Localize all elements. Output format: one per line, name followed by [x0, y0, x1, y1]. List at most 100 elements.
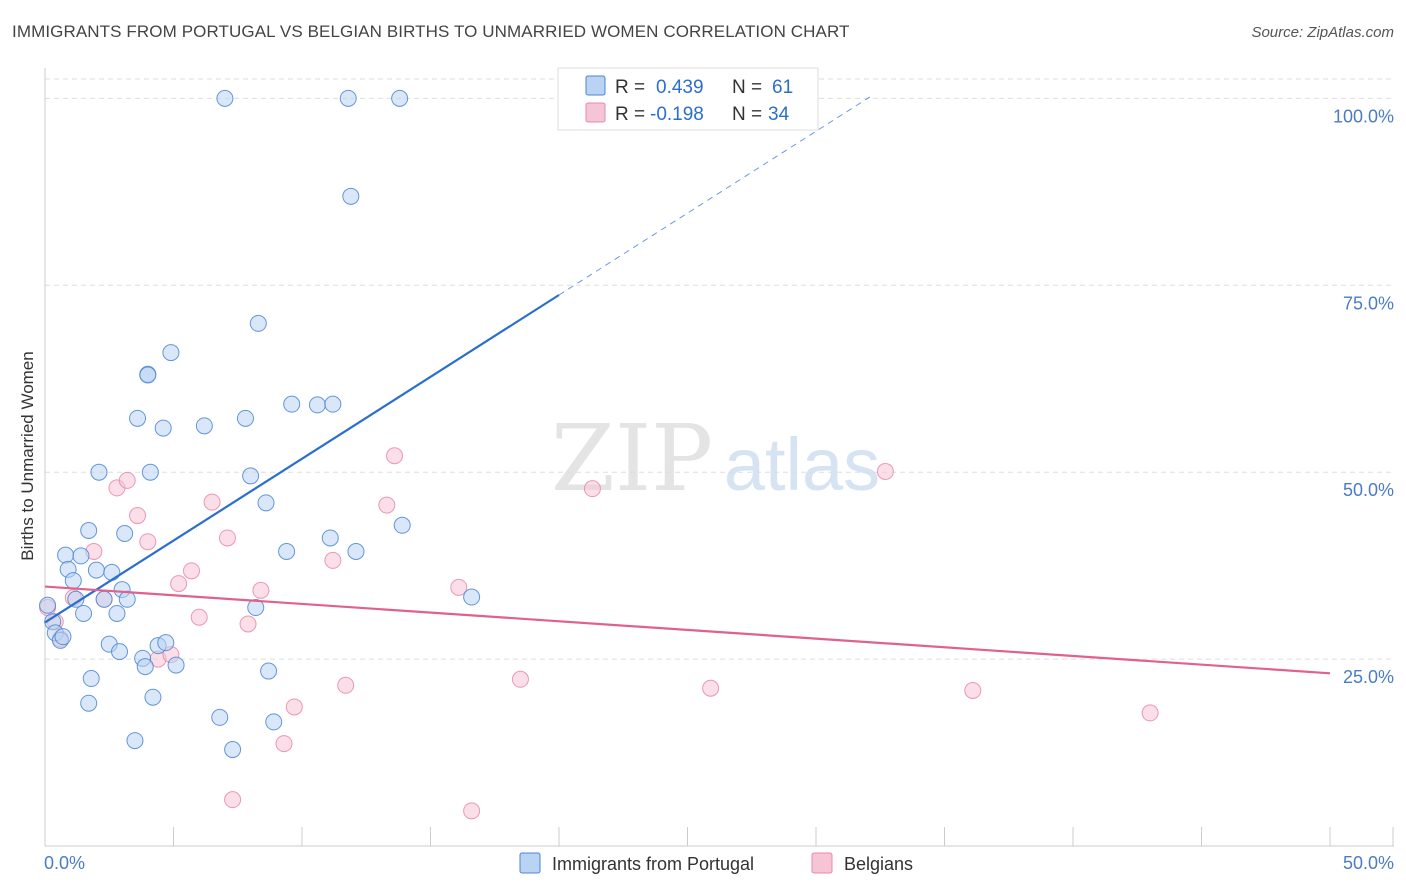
- watermark: ZIP atlas: [551, 405, 880, 512]
- belgians-point-26: [450, 578, 468, 596]
- portugal-point-29: [139, 366, 157, 384]
- legend: R = 0.439 N = 61 R = -0.198 N = 34: [557, 67, 819, 131]
- portugal-point-37: [195, 417, 213, 435]
- y-axis-label: Births to Unmarried Women: [18, 351, 37, 560]
- portugal-point-40: [224, 741, 242, 759]
- bottom-legend-label-portugal: Immigrants from Portugal: [552, 854, 754, 874]
- portugal-point-23: [118, 590, 136, 608]
- legend-n-label-2: N =: [732, 104, 762, 125]
- portugal-point-4: [54, 628, 72, 646]
- portugal-point-22: [116, 524, 134, 542]
- portugal-point-31: [144, 688, 162, 706]
- watermark-atlas: atlas: [724, 423, 880, 506]
- belgians-point-19: [252, 581, 270, 599]
- trend-lines: [44, 96, 1331, 675]
- portugal-point-27: [136, 658, 154, 676]
- y-tick-label-1: 75.0%: [1343, 293, 1394, 313]
- bottom-legend-swatch-belgians: [811, 852, 833, 874]
- portugal-point-47: [265, 713, 283, 731]
- portugal-point-20: [111, 643, 129, 661]
- belgians-trend-line: [44, 585, 1331, 675]
- belgians-point-12: [170, 575, 188, 593]
- portugal-point-42: [242, 467, 260, 485]
- y-tick-label-2: 50.0%: [1343, 480, 1394, 500]
- portugal-point-13: [80, 694, 98, 712]
- belgians-point-30: [702, 679, 720, 697]
- portugal-point-49: [283, 395, 301, 413]
- portugal-point-15: [90, 463, 108, 481]
- belgians-point-32: [964, 681, 982, 699]
- portugal-point-18: [103, 563, 121, 581]
- legend-n-value-1: 61: [772, 77, 793, 98]
- x-tick-label-min: 0.0%: [44, 853, 85, 873]
- legend-r-label-2: R =: [615, 104, 645, 125]
- portugal-point-7: [64, 572, 82, 590]
- legend-r-value-1: 0.439: [656, 77, 704, 98]
- portugal-point-38: [211, 708, 229, 726]
- portugal-point-24: [126, 732, 144, 750]
- portugal-point-36: [167, 656, 185, 674]
- axis-ticks: 100.0% 75.0% 50.0% 25.0%: [44, 106, 1394, 846]
- legend-swatch-belgians: [585, 102, 606, 123]
- belgians-point-24: [378, 496, 396, 514]
- bottom-legend-label-belgians: Belgians: [844, 854, 913, 874]
- legend-r-value-2: -0.198: [650, 104, 704, 125]
- portugal-point-52: [321, 529, 339, 547]
- portugal-point-58: [463, 588, 481, 606]
- legend-r-label-1: R =: [615, 77, 645, 98]
- belgians-point-9: [139, 533, 157, 551]
- portugal-point-33: [154, 419, 172, 437]
- portugal-point-46: [260, 662, 278, 680]
- grid-lines: [45, 78, 1394, 660]
- belgians-point-17: [224, 791, 242, 809]
- portugal-point-35: [162, 344, 180, 362]
- belgians-point-25: [386, 447, 404, 465]
- belgians-point-33: [1141, 704, 1159, 722]
- portugal-point-54: [342, 187, 360, 205]
- belgians-point-21: [285, 698, 303, 716]
- portugal-point-19: [108, 604, 126, 622]
- portugal-point-44: [249, 314, 267, 332]
- portugal-point-45: [257, 494, 275, 512]
- y-tick-label-3: 25.0%: [1343, 667, 1394, 687]
- portugal-point-41: [236, 409, 254, 427]
- belgians-point-15: [203, 493, 221, 511]
- bottom-legend-swatch-portugal: [519, 852, 541, 874]
- chart-title: IMMIGRANTS FROM PORTUGAL VS BELGIAN BIRT…: [12, 22, 850, 41]
- belgians-point-13: [182, 562, 200, 580]
- bottom-legend: Immigrants from Portugal Belgians: [519, 852, 913, 874]
- belgians-point-22: [324, 551, 342, 569]
- axes: [44, 68, 1394, 847]
- legend-n-label-1: N =: [732, 77, 762, 98]
- belgians-point-16: [218, 529, 236, 547]
- x-tick-label-max: 50.0%: [1343, 853, 1394, 873]
- portugal-trend-line: [44, 294, 560, 624]
- portugal-point-5: [57, 546, 75, 564]
- portugal-point-55: [347, 542, 365, 560]
- belgians-point-20: [275, 735, 293, 753]
- portugal-point-25: [129, 409, 147, 427]
- belgians-point-31: [876, 462, 894, 480]
- belgians-point-8: [129, 507, 147, 525]
- portugal-point-9: [72, 547, 90, 565]
- belgians-point-14: [190, 608, 208, 626]
- portugal-point-50: [308, 396, 326, 414]
- portugal-point-8: [67, 590, 85, 608]
- belgians-point-27: [463, 802, 481, 820]
- belgians-point-7: [118, 471, 136, 489]
- y-tick-label-0: 100.0%: [1333, 106, 1394, 126]
- portugal-point-56: [393, 516, 411, 534]
- portugal-point-10: [75, 604, 93, 622]
- legend-swatch-portugal: [585, 75, 606, 96]
- portugal-point-39: [216, 89, 234, 107]
- portugal-point-30: [141, 463, 159, 481]
- portugal-point-34: [157, 634, 175, 652]
- portugal-point-43: [247, 599, 265, 617]
- portugal-point-16: [95, 590, 113, 608]
- legend-n-value-2: 34: [768, 104, 790, 125]
- belgians-point-28: [511, 670, 529, 688]
- portugal-point-14: [87, 561, 105, 579]
- portugal-point-0: [39, 596, 57, 614]
- watermark-zip: ZIP: [551, 405, 713, 512]
